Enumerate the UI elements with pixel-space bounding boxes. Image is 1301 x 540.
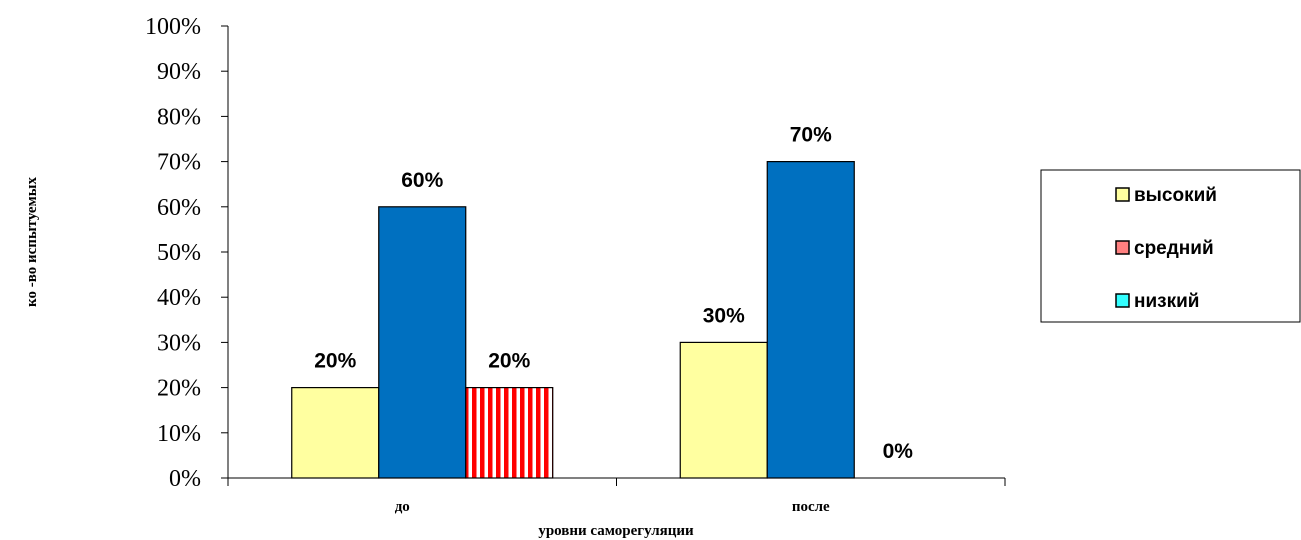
- category-labels: до после: [395, 499, 830, 515]
- legend-label: высокий: [1134, 185, 1217, 206]
- legend-swatch: [1115, 240, 1130, 255]
- category-label: после: [792, 499, 830, 515]
- y-tick-label: 100%: [145, 14, 201, 40]
- legend-label: низкий: [1134, 291, 1199, 312]
- data-label: 0%: [883, 440, 914, 463]
- axes: [221, 25, 1006, 486]
- y-tick-label: 80%: [157, 104, 201, 130]
- bar-средний: [766, 161, 855, 479]
- legend-swatch: [1115, 187, 1130, 202]
- bar-низкий: [465, 387, 554, 479]
- data-label: 20%: [488, 350, 530, 373]
- y-tick-label: 30%: [157, 330, 201, 356]
- y-tick-label: 0%: [169, 466, 201, 492]
- y-axis-title: ко -во испытуемых: [24, 177, 40, 307]
- y-tick-label: 50%: [157, 240, 201, 266]
- data-label: 70%: [790, 124, 832, 147]
- legend-swatch: [1115, 293, 1130, 308]
- y-tick-label: 60%: [157, 195, 201, 221]
- legend-label: средний: [1134, 238, 1214, 259]
- y-tick-label: 40%: [157, 285, 201, 311]
- bar-высокий: [291, 387, 380, 479]
- y-tick-label: 10%: [157, 421, 201, 447]
- y-tick-label: 90%: [157, 59, 201, 85]
- category-label: до: [395, 499, 410, 515]
- bar-высокий: [679, 341, 768, 479]
- data-labels: 20% 60% 20% 30% 70% 0%: [314, 124, 913, 463]
- data-label: 60%: [401, 169, 443, 192]
- legend-box: [1040, 169, 1301, 323]
- bars: [291, 161, 855, 479]
- legend: высокий средний низкий: [1040, 169, 1301, 323]
- x-axis-title: уровни саморегуляции: [538, 523, 694, 539]
- y-axis-ticks: 0% 10% 20% 30% 40% 50% 60% 70% 80% 90% 100%: [145, 14, 201, 492]
- data-label: 20%: [314, 350, 356, 373]
- bar-средний: [378, 206, 467, 479]
- y-tick-label: 20%: [157, 376, 201, 402]
- y-tick-label: 70%: [157, 150, 201, 176]
- data-label: 30%: [703, 304, 745, 327]
